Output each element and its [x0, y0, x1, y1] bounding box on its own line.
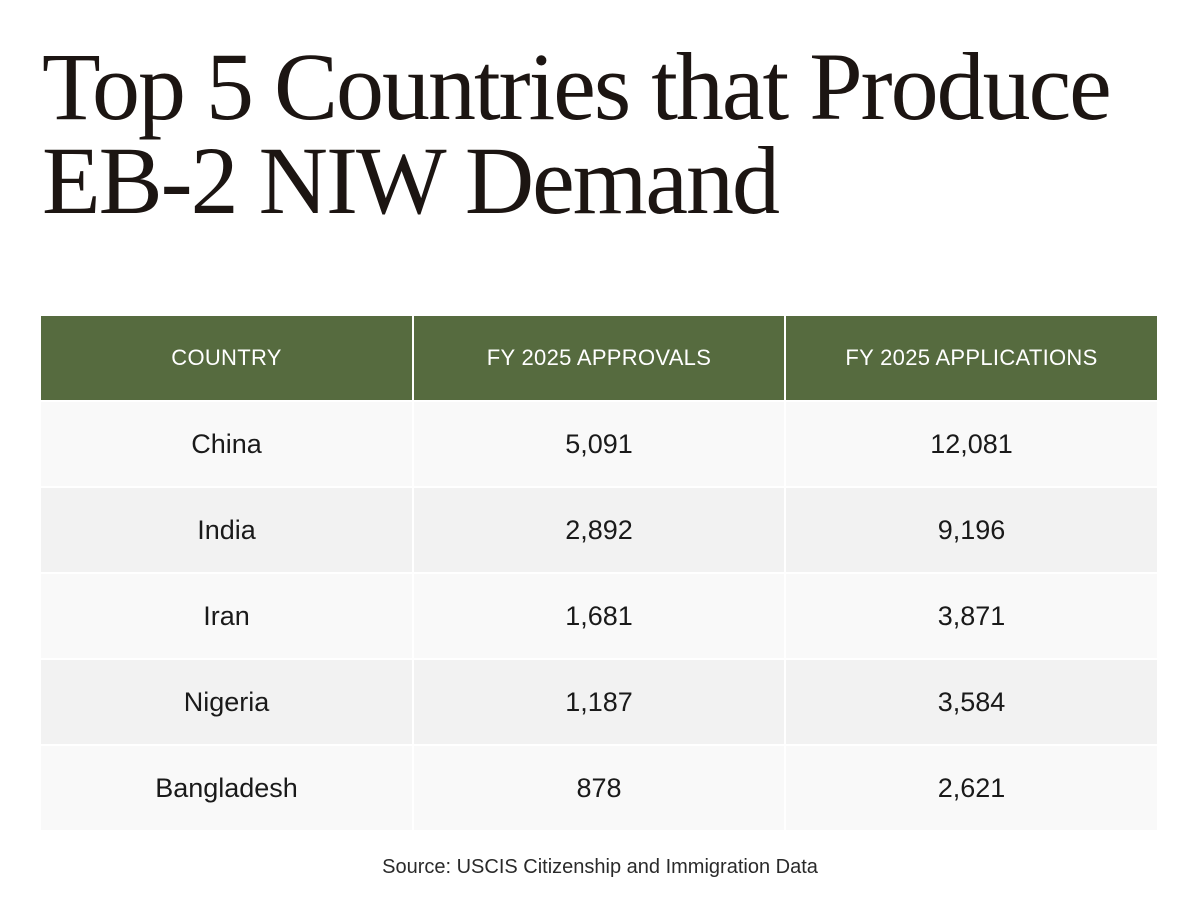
cell-approvals: 2,892	[413, 486, 786, 573]
table-row: China 5,091 12,081	[41, 400, 1157, 487]
cell-applications: 12,081	[785, 400, 1157, 487]
column-header-approvals: FY 2025 APPROVALS	[413, 316, 786, 401]
cell-country: Nigeria	[41, 658, 414, 745]
page-title-line-2: EB-2 NIW Demand	[42, 127, 780, 234]
table-row: India 2,892 9,196	[41, 486, 1157, 573]
table-body: China 5,091 12,081 India 2,892 9,196 Ira…	[41, 400, 1157, 830]
table-header-row: COUNTRY FY 2025 APPROVALS FY 2025 APPLIC…	[41, 316, 1157, 401]
cell-approvals: 5,091	[413, 400, 786, 487]
cell-applications: 2,621	[785, 744, 1157, 830]
countries-table: COUNTRY FY 2025 APPROVALS FY 2025 APPLIC…	[41, 316, 1157, 830]
table-row: Bangladesh 878 2,621	[41, 744, 1157, 830]
cell-approvals: 1,681	[413, 572, 786, 659]
page-title-line-1: Top 5 Countries that Produce	[42, 33, 1112, 140]
cell-approvals: 878	[413, 744, 786, 830]
column-header-country: COUNTRY	[41, 316, 414, 401]
page-title: Top 5 Countries that Produce EB-2 NIW De…	[42, 33, 1162, 234]
cell-country: Bangladesh	[41, 744, 414, 830]
cell-applications: 3,584	[785, 658, 1157, 745]
cell-country: India	[41, 486, 414, 573]
source-note: Source: USCIS Citizenship and Immigratio…	[382, 856, 818, 878]
cell-country: Iran	[41, 572, 414, 659]
cell-applications: 3,871	[785, 572, 1157, 659]
table-header: COUNTRY FY 2025 APPROVALS FY 2025 APPLIC…	[41, 316, 1157, 401]
table-row: Nigeria 1,187 3,584	[41, 658, 1157, 745]
table-row: Iran 1,681 3,871	[41, 572, 1157, 659]
cell-country: China	[41, 400, 414, 487]
column-header-applications: FY 2025 APPLICATIONS	[785, 316, 1157, 401]
cell-approvals: 1,187	[413, 658, 786, 745]
cell-applications: 9,196	[785, 486, 1157, 573]
